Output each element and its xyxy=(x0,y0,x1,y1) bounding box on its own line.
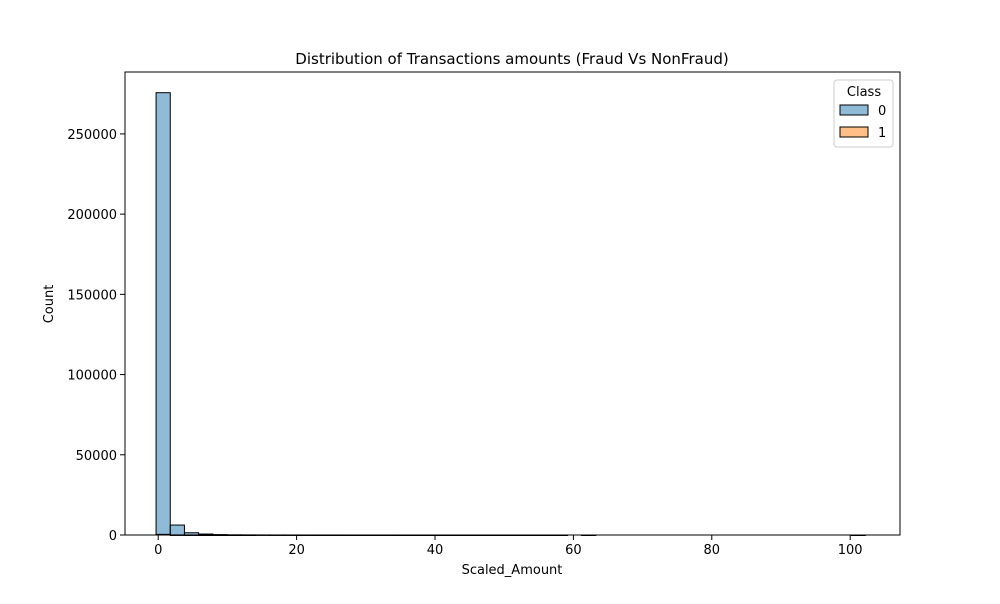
legend-swatch-1 xyxy=(839,126,869,138)
y-tick-label: 50000 xyxy=(76,449,117,464)
x-tick-label: 80 xyxy=(704,543,721,558)
legend-swatch-0 xyxy=(839,104,869,116)
histogram-bar-class-0 xyxy=(155,92,171,536)
x-tick-label: 100 xyxy=(838,543,863,558)
bars-group xyxy=(155,92,866,536)
y-axis-label: Count xyxy=(42,285,57,324)
x-tick-label: 40 xyxy=(427,543,444,558)
y-axis-ticks: 0 50000 100000 150000 200000 250000 xyxy=(67,128,125,544)
legend-label-0: 0 xyxy=(878,104,886,119)
legend: Class 0 1 xyxy=(833,79,894,148)
x-tick-label: 20 xyxy=(288,543,305,558)
histogram-bar-class-0 xyxy=(169,524,185,536)
y-tick-label: 0 xyxy=(109,529,117,544)
x-tick-label: 60 xyxy=(565,543,582,558)
y-tick-label: 150000 xyxy=(67,288,117,303)
y-tick-label: 100000 xyxy=(67,369,117,384)
x-axis-ticks: 0 20 40 60 80 100 xyxy=(154,535,863,558)
legend-label-1: 1 xyxy=(878,126,886,141)
legend-title: Class xyxy=(847,85,881,100)
x-tick-label: 0 xyxy=(154,543,162,558)
plot-frame xyxy=(124,71,901,536)
y-tick-label: 200000 xyxy=(67,208,117,223)
y-tick-label: 250000 xyxy=(67,128,117,143)
x-axis-label: Scaled_Amount xyxy=(462,563,563,578)
chart-title: Distribution of Transactions amounts (Fr… xyxy=(295,50,728,68)
